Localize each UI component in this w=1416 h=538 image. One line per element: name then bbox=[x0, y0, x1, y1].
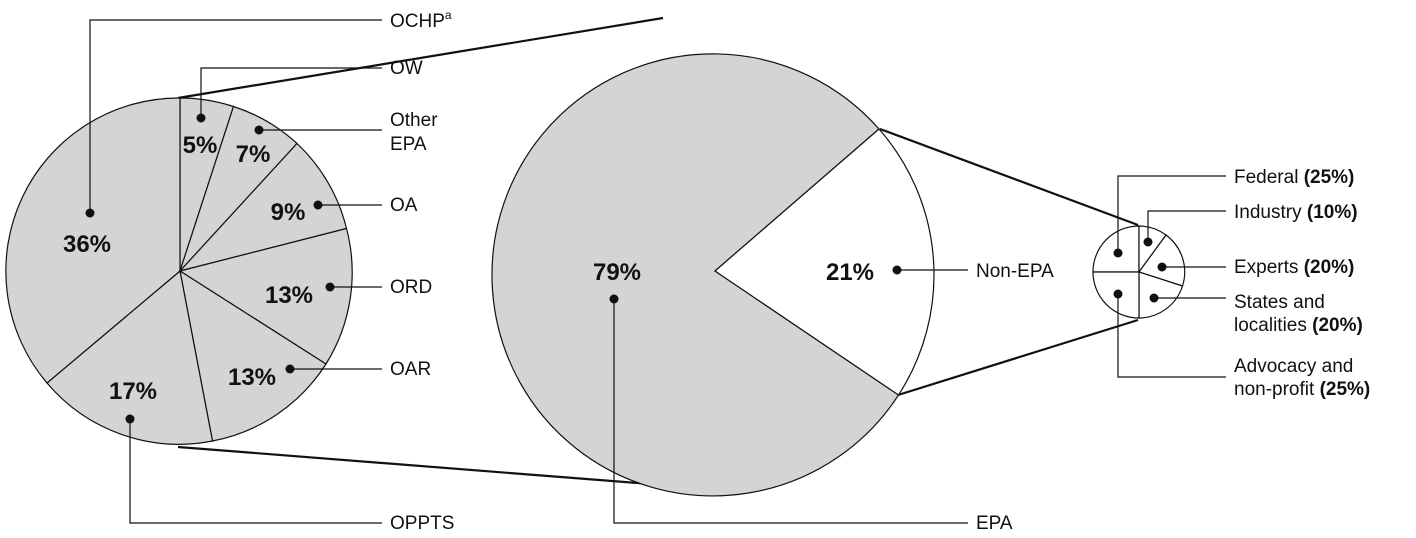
category-label-other-epa: Other EPA bbox=[390, 110, 438, 155]
leader-line-federal bbox=[1117, 175, 1226, 253]
category-label-oa: OA bbox=[390, 195, 418, 216]
slice-ord bbox=[178, 227, 353, 365]
leader-dot-federal bbox=[1113, 248, 1123, 258]
value-label-oppts: 17% bbox=[109, 378, 157, 405]
slice-ochp bbox=[5, 97, 181, 384]
value-label-non-epa: 21% bbox=[826, 259, 874, 286]
category-label-oar: OAR bbox=[390, 359, 431, 380]
value-label-epa: 79% bbox=[593, 259, 641, 286]
value-label-ow: 5% bbox=[183, 132, 218, 159]
category-label-ord: ORD bbox=[390, 277, 432, 298]
middle-pie bbox=[491, 53, 935, 497]
connector-line-right-bottom bbox=[897, 318, 1139, 397]
leader-line-industry bbox=[1147, 210, 1226, 242]
leader-dot-oa bbox=[313, 200, 323, 210]
slice-epa bbox=[491, 53, 900, 497]
value-label-ochp: 36% bbox=[63, 231, 111, 258]
leader-dot-ord bbox=[325, 282, 335, 292]
value-label-other-epa: 7% bbox=[236, 141, 271, 168]
slice-oppts bbox=[46, 269, 214, 445]
leader-dot-epa bbox=[609, 294, 619, 304]
leader-dot-other-epa bbox=[254, 125, 264, 135]
leader-lines bbox=[85, 19, 1226, 524]
category-label-experts: Experts (20%) bbox=[1234, 257, 1354, 278]
right-pie bbox=[1092, 225, 1186, 319]
slice-non-epa bbox=[714, 128, 935, 396]
value-label-oa: 9% bbox=[271, 199, 306, 226]
slice-oar bbox=[179, 269, 327, 442]
connector-line-right-top bbox=[879, 127, 1139, 227]
category-label-industry: Industry (10%) bbox=[1234, 202, 1358, 223]
leader-dot-oppts bbox=[125, 414, 135, 424]
category-label-states-and-localities: States and localities (20%) bbox=[1234, 292, 1363, 336]
leader-dot-experts bbox=[1157, 262, 1167, 272]
leader-line-oppts bbox=[129, 419, 382, 524]
leader-line-ochp bbox=[89, 19, 382, 213]
leader-dot-ow bbox=[196, 113, 206, 123]
category-label-federal: Federal (25%) bbox=[1234, 167, 1354, 188]
leader-dot-advocacy-and-non-profit bbox=[1113, 289, 1123, 299]
category-label-non-epa: Non-EPA bbox=[976, 261, 1054, 282]
leader-line-epa bbox=[613, 299, 968, 524]
leader-dot-ochp bbox=[85, 208, 95, 218]
connector-line-left-bottom bbox=[177, 445, 664, 487]
leader-dot-states-and-localities bbox=[1149, 293, 1159, 303]
connector-line-left-top bbox=[177, 16, 664, 100]
leader-line-advocacy-and-non-profit bbox=[1117, 294, 1226, 378]
category-label-epa: EPA bbox=[976, 513, 1013, 534]
leader-dot-non-epa bbox=[892, 265, 902, 275]
leader-dot-oar bbox=[285, 364, 295, 374]
leader-dot-industry bbox=[1143, 237, 1153, 247]
category-label-oppts: OPPTS bbox=[390, 513, 454, 534]
category-label-ow: OW bbox=[390, 58, 423, 79]
slice-states-and-localities bbox=[1138, 271, 1184, 319]
category-label-ochp: OCHPa bbox=[390, 8, 452, 32]
leader-line-ow bbox=[200, 67, 382, 118]
value-label-oar: 13% bbox=[228, 364, 276, 391]
value-label-ord: 13% bbox=[265, 282, 313, 309]
category-label-advocacy-and-non-profit: Advocacy and non-profit (25%) bbox=[1234, 356, 1370, 400]
slice-experts bbox=[1138, 234, 1186, 287]
left-pie bbox=[5, 97, 353, 445]
